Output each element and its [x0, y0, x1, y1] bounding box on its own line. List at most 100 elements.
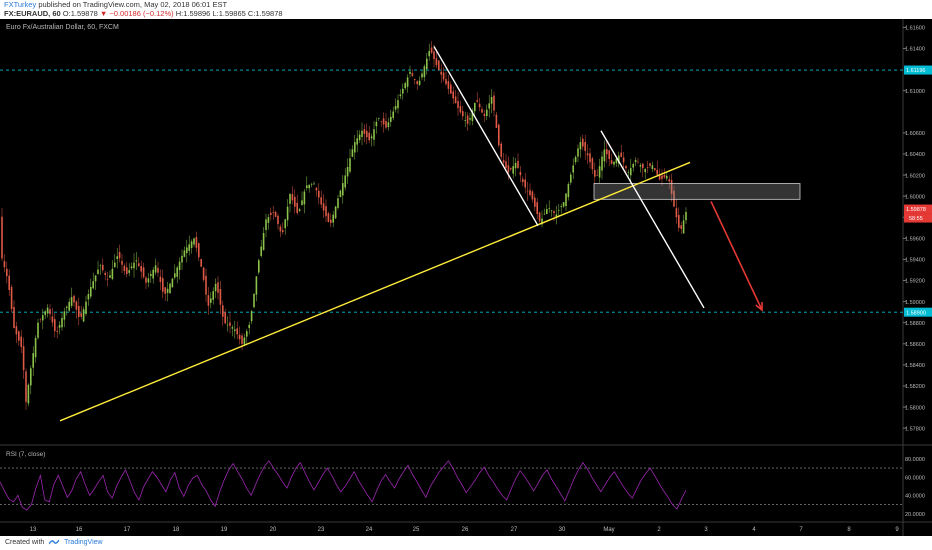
drawings	[59, 46, 801, 422]
candle-body	[642, 163, 644, 169]
candle-body	[267, 217, 270, 223]
resistance-zone	[593, 183, 801, 200]
candle-body	[1, 216, 3, 259]
candle-body	[262, 232, 265, 251]
price-tick-label: 1.58600	[905, 342, 925, 348]
candle-body	[85, 301, 87, 314]
candle-body	[6, 268, 8, 277]
candle-body	[397, 100, 399, 109]
rsi-tick-label: 40.0000	[905, 494, 925, 500]
candle-body	[615, 158, 618, 164]
candle-body	[73, 295, 75, 303]
chart-header: FXTurkey published on TradingView.com, M…	[0, 0, 932, 19]
candle-body	[318, 190, 320, 198]
candle-body	[411, 73, 414, 76]
candle-body	[541, 218, 543, 225]
candle-body	[649, 163, 651, 166]
candle-body	[207, 295, 210, 306]
candle-body	[214, 283, 217, 292]
candle-body	[202, 267, 205, 280]
candle-body	[42, 315, 44, 321]
candle-body	[337, 198, 339, 208]
candle-body	[502, 160, 505, 163]
time-tick-label: 18	[173, 527, 180, 533]
candle-body	[114, 262, 116, 268]
time-tick-label: 30	[559, 527, 566, 533]
time-tick-label: 4	[752, 527, 756, 533]
forecast-arrow-head	[755, 302, 763, 312]
candle-body	[632, 164, 634, 168]
candle-body	[589, 153, 591, 163]
candle-body	[188, 244, 190, 251]
candle-body	[66, 306, 68, 308]
candle-body	[270, 212, 272, 215]
footer: Created with TradingView	[0, 536, 932, 550]
candle-body	[265, 219, 267, 231]
candle-body	[346, 167, 349, 177]
candle-body	[164, 287, 166, 294]
candle-body	[634, 159, 637, 163]
candle-body	[258, 260, 260, 273]
candle-body	[644, 169, 646, 173]
time-tick-label: 7	[799, 527, 803, 533]
price-tick-label: 1.60000	[905, 194, 925, 200]
candle-body	[608, 150, 610, 159]
candle-body	[490, 97, 493, 104]
chart-title: Euro Fx/Australian Dollar, 60, FXCM	[6, 24, 119, 31]
candle-body	[682, 220, 685, 234]
candle-body	[550, 210, 553, 212]
candle-body	[349, 158, 351, 172]
candle-body	[176, 267, 178, 277]
candle-body	[118, 251, 121, 259]
candle-body	[418, 80, 421, 85]
candle-body	[385, 120, 387, 128]
candle-body	[212, 291, 214, 300]
published-text: published on TradingView.com, May 02, 20…	[38, 0, 228, 9]
candle-body	[421, 73, 423, 78]
author-link[interactable]: FXTurkey	[4, 0, 37, 9]
candle-body	[229, 322, 231, 326]
candle-body	[56, 330, 58, 332]
candle-body	[8, 275, 10, 291]
candle-body	[378, 118, 380, 119]
tradingview-brand[interactable]: TradingView	[64, 539, 103, 546]
downtrend-2-line	[600, 130, 705, 309]
time-tick-label: 24	[366, 527, 373, 533]
candle-body	[380, 121, 382, 122]
price-tick-label: 1.59000	[905, 300, 925, 306]
candle-body	[445, 79, 447, 85]
candle-body	[25, 371, 27, 402]
candle-body	[145, 277, 147, 283]
price-axis: 1.61600 1.61400 1.61000 1.60600 1.60400 1.602…	[903, 26, 932, 432]
chart-svg[interactable]: 1.61600 1.61400 1.61000 1.60600 1.60400 1.602…	[0, 19, 932, 536]
grid	[0, 19, 932, 536]
candle-body	[466, 115, 469, 124]
candle-body	[622, 157, 625, 163]
price-tick-label: 1.61000	[905, 89, 925, 95]
chart-area[interactable]: 1.61600 1.61400 1.61000 1.60600 1.60400 1.602…	[0, 19, 932, 536]
candle-body	[231, 327, 234, 329]
candle-body	[442, 72, 445, 80]
candle-body	[277, 215, 279, 225]
candle-body	[22, 346, 25, 371]
candle-body	[594, 169, 596, 177]
candle-body	[620, 152, 622, 157]
candle-body	[198, 243, 200, 258]
high-value: H:1.59896	[175, 8, 211, 18]
price-tick-label: 1.57800	[905, 426, 925, 432]
candle-body	[399, 94, 402, 97]
time-tick-label: 9	[895, 527, 899, 533]
candle-body	[543, 213, 546, 215]
candle-body	[310, 184, 313, 185]
countdown-box	[904, 213, 932, 223]
candle-body	[342, 183, 344, 196]
candle-body	[159, 276, 162, 283]
price-tick-label: 1.59600	[905, 237, 925, 243]
candle-body	[82, 309, 85, 322]
candle-body	[474, 102, 476, 112]
candle-body	[142, 267, 145, 278]
candle-body	[27, 384, 30, 404]
candle-body	[661, 175, 663, 180]
candle-body	[651, 165, 654, 170]
candle-body	[306, 185, 308, 189]
